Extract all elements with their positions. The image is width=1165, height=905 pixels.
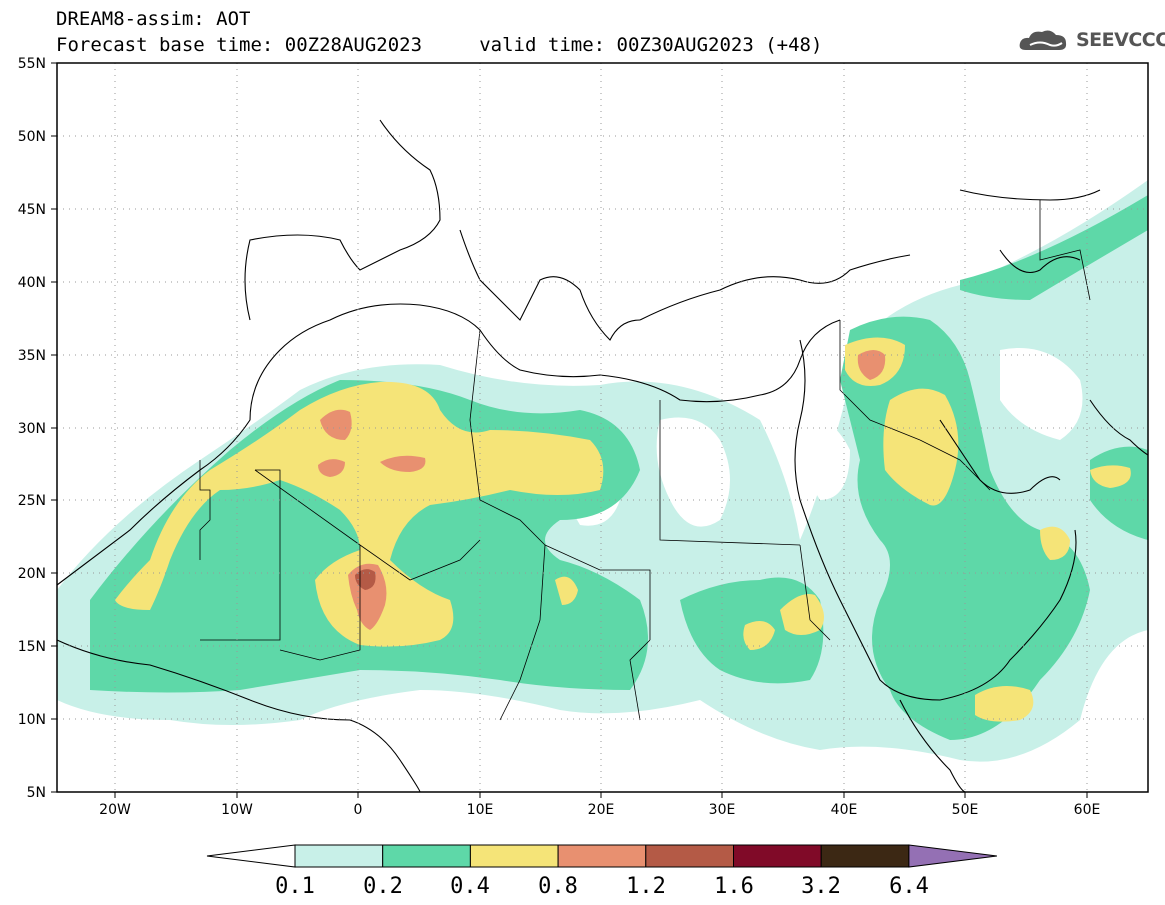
colorbar-label: 6.4	[889, 874, 929, 899]
lon-label: 10W	[221, 802, 253, 818]
lon-label: 20E	[588, 802, 615, 818]
lon-label: 30E	[709, 802, 736, 818]
lon-labels: 20W 10W 0 10E 20E 30E 40E 50E 60E	[99, 802, 1100, 818]
lat-label: 30N	[18, 421, 46, 437]
borders	[199, 200, 1091, 721]
lon-label: 20W	[99, 802, 131, 818]
colorbar-segment	[820, 844, 910, 868]
lat-label: 45N	[18, 202, 46, 218]
colorbar-label: 0.2	[363, 874, 403, 899]
lat-label: 25N	[18, 493, 46, 509]
colorbar-label: 3.2	[801, 874, 841, 899]
lon-label: 10E	[467, 802, 494, 818]
logo-text: SEEVCCC	[1076, 29, 1165, 51]
lat-label: 50N	[18, 129, 46, 145]
lat-label: 55N	[18, 56, 46, 72]
aot-field	[57, 180, 1148, 762]
colorbar-label: 0.4	[450, 874, 490, 899]
colorbar-segment	[382, 844, 471, 868]
title-line-1: DREAM8-assim: AOT	[56, 8, 251, 30]
colorbar-segment	[645, 844, 734, 868]
colorbar-segment	[294, 844, 384, 868]
colorbar-label: 0.1	[275, 874, 315, 899]
colorbar-segment	[733, 844, 822, 868]
colorbar-label: 0.8	[538, 874, 578, 899]
title-line-2: Forecast base time: 00Z28AUG2023 valid t…	[56, 34, 823, 56]
lat-label: 15N	[18, 639, 46, 655]
colorbar-segment	[469, 844, 559, 868]
cloud-icon	[1019, 30, 1067, 50]
lon-label: 40E	[831, 802, 858, 818]
lat-labels: 55N 50N 45N 40N 35N 30N 25N 20N 15N 10N …	[18, 56, 46, 801]
colorbar	[206, 844, 997, 868]
colorbar-label: 1.2	[626, 874, 666, 899]
lat-label: 40N	[18, 275, 46, 291]
lat-label: 10N	[18, 712, 46, 728]
colorbar-label: 1.6	[714, 874, 754, 899]
lon-label: 0	[354, 802, 363, 818]
lat-label: 5N	[27, 785, 46, 801]
colorbar-segment	[557, 844, 647, 868]
lon-label: 60E	[1074, 802, 1101, 818]
colorbar-labels: 0.1 0.2 0.4 0.8 1.2 1.6 3.2 6.4	[275, 874, 929, 899]
lon-label: 50E	[952, 802, 979, 818]
lat-label: 35N	[18, 348, 46, 364]
colorbar-lower-arrow	[206, 844, 296, 868]
lat-label: 20N	[18, 566, 46, 582]
tick-marks	[51, 62, 1088, 798]
colorbar-upper-arrow	[908, 844, 997, 868]
